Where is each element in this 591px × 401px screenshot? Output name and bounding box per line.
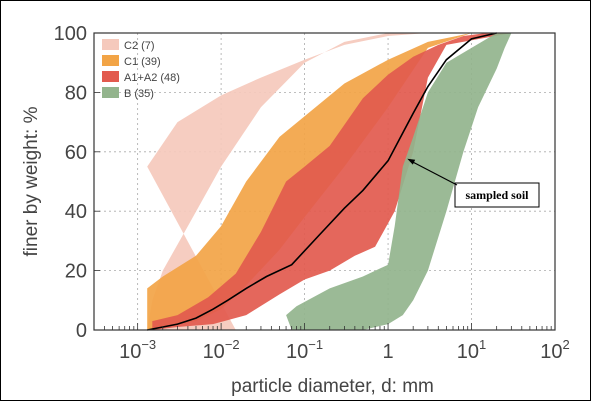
legend-label: A1+A2 (48): [124, 72, 180, 84]
y-tick-label: 40: [65, 201, 87, 223]
band-0: [147, 33, 512, 330]
band-2: [152, 33, 512, 330]
minor-ticks: [93, 32, 552, 331]
legend-label: B (35): [124, 88, 154, 100]
x-tick-label: 10−2: [203, 337, 240, 363]
band-3: [286, 33, 512, 330]
annotation-arrow: [412, 161, 458, 186]
x-tick-label: 10−3: [119, 337, 156, 363]
annotation-box: [454, 182, 540, 208]
legend-swatch: [102, 87, 119, 98]
x-tick-label: 1: [382, 341, 393, 363]
legend-swatch: [102, 39, 119, 50]
y-tick-label: 80: [65, 82, 87, 104]
x-tick-labels: 10−3 10−2 10−1 1 101 102: [119, 337, 570, 363]
bands: [147, 33, 512, 330]
annotation-label: sampled soil: [465, 188, 529, 202]
legend: C2 (7) C1 (39) A1+A2 (48) B (35): [102, 39, 180, 100]
y-tick-label: 60: [65, 142, 87, 164]
annotation: sampled soil: [407, 158, 540, 208]
x-axis-label: particle diameter, d: mm: [231, 376, 434, 397]
legend-label: C1 (39): [124, 56, 161, 68]
x-tick-label: 101: [457, 337, 486, 363]
legend-swatch: [102, 55, 119, 66]
x-tick-label: 10−1: [286, 337, 323, 363]
y-tick-label: 0: [76, 320, 87, 342]
y-tick-label: 20: [65, 261, 87, 283]
plot-border: [93, 32, 556, 331]
legend-swatch: [102, 71, 119, 82]
y-axis-label: finer by weight: %: [21, 106, 42, 256]
series-line-sampled-soil: [147, 32, 497, 331]
annotation-arrowhead: [407, 158, 416, 165]
y-tick-labels: 0 20 40 60 80 100: [54, 23, 87, 342]
x-tick-label: 102: [540, 337, 569, 363]
series: [147, 32, 497, 331]
legend-label: C2 (7): [124, 40, 155, 52]
y-tick-label: 100: [54, 23, 87, 45]
